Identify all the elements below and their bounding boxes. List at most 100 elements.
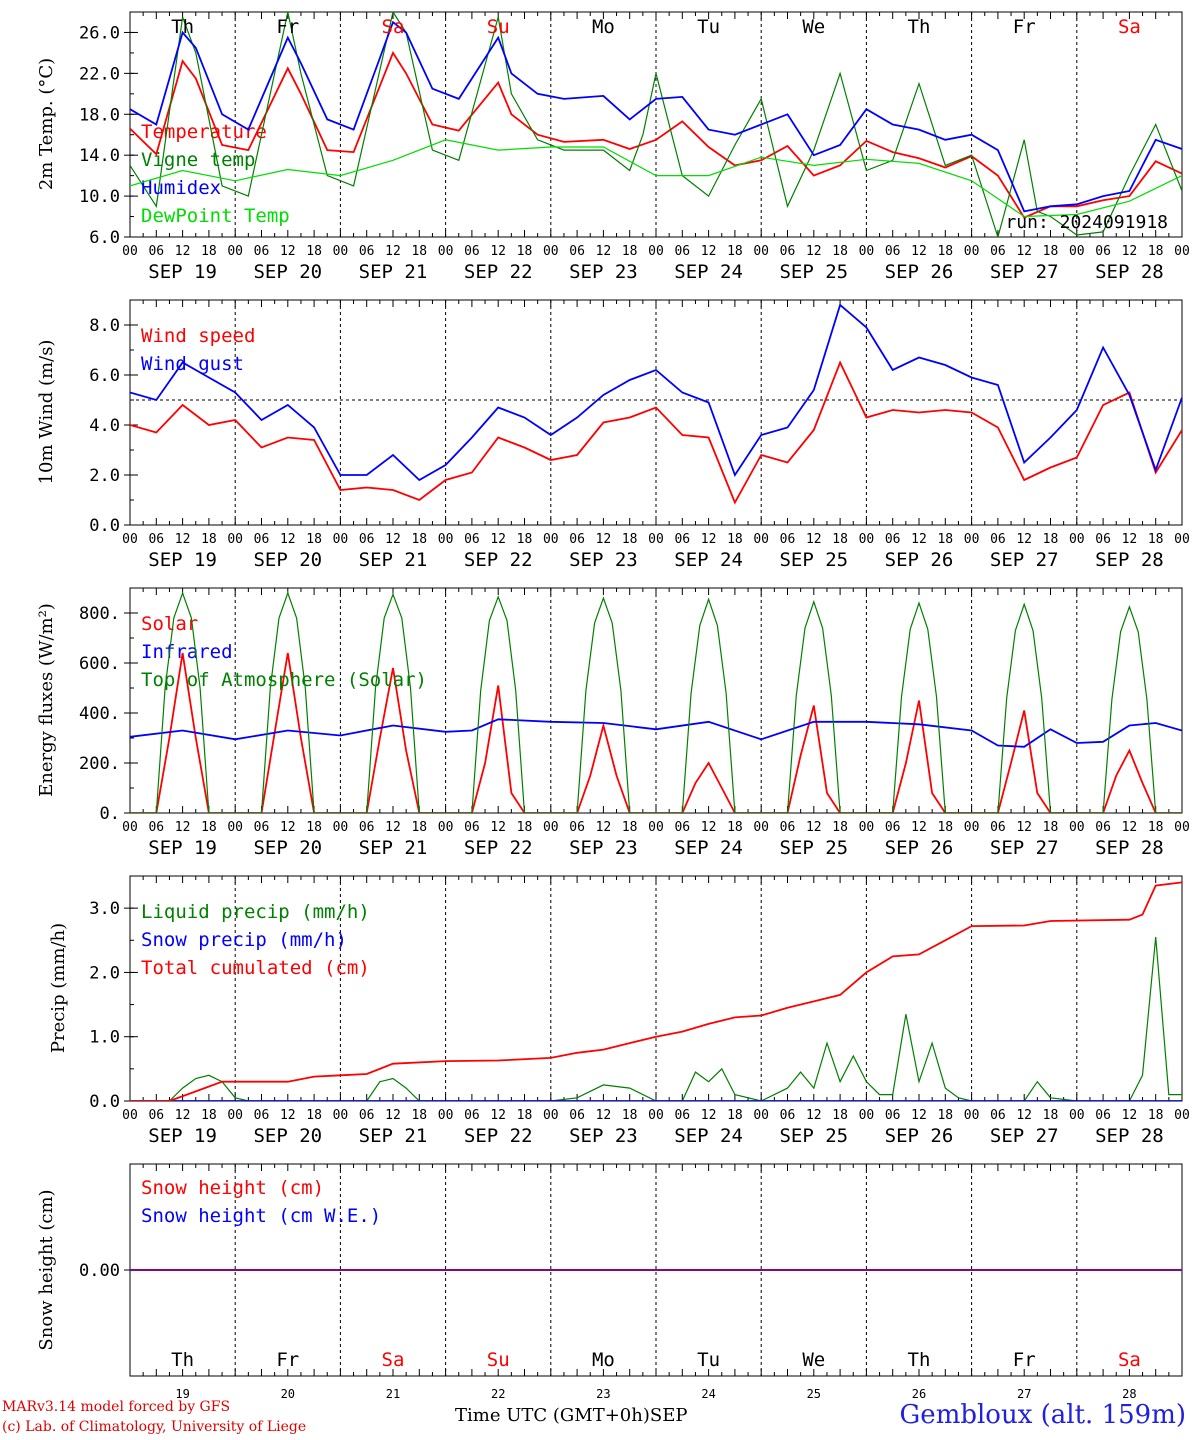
y-tick-label: 0.0 [89, 516, 120, 536]
day-name: Sa [382, 1349, 405, 1371]
hour-tick-label: 12 [806, 1108, 822, 1123]
day-name: Tu [697, 1349, 720, 1371]
y-tick-label: 22.0 [79, 64, 120, 84]
hour-tick-label: 12 [806, 532, 822, 547]
hour-tick-label: 12 [701, 1108, 717, 1123]
hour-tick-label: 06 [885, 244, 901, 259]
hour-tick-label: 00 [333, 244, 349, 259]
hour-tick-label: 06 [254, 1108, 270, 1123]
hour-tick-label: 06 [148, 532, 164, 547]
hour-tick-label: 18 [727, 532, 743, 547]
day-name: Fr [1013, 1349, 1036, 1371]
hour-tick-label: 18 [1043, 1108, 1059, 1123]
day-name: We [802, 1349, 825, 1371]
hour-tick-label: 12 [596, 244, 612, 259]
hour-tick-label: 18 [937, 820, 953, 835]
date-label: SEP 25 [779, 1125, 848, 1147]
hour-tick-label: 12 [1122, 1108, 1138, 1123]
y-tick-label: 800. [79, 604, 120, 624]
hour-tick-label: 00 [859, 1108, 875, 1123]
hour-tick-label: 00 [543, 532, 559, 547]
hour-tick-label: 00 [753, 820, 769, 835]
date-label: SEP 23 [569, 549, 638, 571]
hour-tick-label: 12 [490, 820, 506, 835]
series-line-total-cumulated-cm- [130, 881, 1182, 1101]
hour-tick-label: 06 [254, 532, 270, 547]
date-label: SEP 27 [990, 261, 1059, 283]
date-label: SEP 24 [674, 549, 743, 571]
date-label: SEP 25 [779, 261, 848, 283]
hour-tick-label: 18 [411, 532, 427, 547]
y-axis-label: Precip (mm/h) [48, 923, 69, 1053]
series-line-wind-speed [130, 360, 1182, 505]
day-name: Fr [1013, 16, 1036, 38]
date-label: SEP 23 [569, 1125, 638, 1147]
y-tick-label: 0. [100, 804, 120, 824]
date-label: SEP 21 [359, 549, 428, 571]
hour-tick-label: 12 [911, 1108, 927, 1123]
hour-tick-label: 12 [1016, 244, 1032, 259]
hour-tick-label: 06 [990, 244, 1006, 259]
hour-tick-label: 18 [411, 244, 427, 259]
day-name: Fr [276, 1349, 299, 1371]
y-tick-label: 6.0 [89, 366, 120, 386]
date-label: SEP 24 [674, 261, 743, 283]
hour-tick-label: 18 [1148, 244, 1164, 259]
series-line-humidex [130, 20, 1182, 213]
hour-tick-label: 06 [569, 1108, 585, 1123]
day-name: Sa [1118, 1349, 1141, 1371]
day-name: Th [908, 1349, 931, 1371]
hour-tick-label: 00 [753, 532, 769, 547]
day-name: Th [171, 16, 194, 38]
hour-tick-label: 06 [464, 1108, 480, 1123]
hour-tick-label: 00 [964, 820, 980, 835]
hour-tick-label: 00 [122, 532, 138, 547]
hour-tick-label: 18 [622, 1108, 638, 1123]
hour-tick-label: 12 [280, 820, 296, 835]
day-name: Su [487, 1349, 510, 1371]
date-label: SEP 26 [885, 1125, 954, 1147]
day-name: Th [171, 1349, 194, 1371]
date-label: SEP 22 [464, 837, 533, 859]
hour-tick-label: 18 [727, 244, 743, 259]
hour-tick-label: 06 [990, 1108, 1006, 1123]
hour-tick-label: 06 [1095, 532, 1111, 547]
hour-tick-label: 18 [517, 1108, 533, 1123]
legend-solar: Solar [141, 613, 198, 635]
hour-tick-label: 12 [911, 244, 927, 259]
hour-tick-label: 00 [859, 820, 875, 835]
date-label: SEP 21 [359, 1125, 428, 1147]
hour-tick-label: 12 [1122, 532, 1138, 547]
hour-tick-label: 06 [885, 1108, 901, 1123]
hour-tick-label: 00 [753, 1108, 769, 1123]
hour-tick-label: 06 [359, 244, 375, 259]
legend-wind-speed: Wind speed [141, 325, 255, 347]
hour-tick-label: 06 [254, 244, 270, 259]
hour-tick-label: 06 [674, 1108, 690, 1123]
hour-tick-label: 06 [148, 820, 164, 835]
hour-tick-label: 18 [832, 820, 848, 835]
hour-tick-label: 12 [385, 820, 401, 835]
day-number: 20 [281, 1387, 295, 1401]
hour-tick-label: 12 [806, 244, 822, 259]
series-line-dewpoint-temp [130, 139, 1182, 218]
day-number: 27 [1017, 1387, 1031, 1401]
legend-temperature: Temperature [141, 121, 267, 143]
hour-tick-label: 06 [569, 820, 585, 835]
y-tick-label: 14.0 [79, 146, 120, 166]
hour-tick-label: 00 [1174, 1108, 1190, 1123]
y-axis-label: Energy fluxes (W/m²) [36, 603, 57, 797]
series-line-vigne-temp [130, 12, 1182, 237]
legend-wind-gust: Wind gust [141, 353, 244, 375]
panel-1-frame [129, 11, 1183, 238]
y-tick-label: 18.0 [79, 105, 120, 125]
hour-tick-label: 18 [1043, 532, 1059, 547]
panel-2-frame [129, 299, 1183, 526]
series-line-wind-gust [130, 303, 1182, 482]
hour-tick-label: 06 [359, 820, 375, 835]
hour-tick-label: 06 [674, 532, 690, 547]
hour-tick-label: 06 [1095, 820, 1111, 835]
day-name: Tu [697, 16, 720, 38]
y-tick-label: 6.0 [89, 228, 120, 248]
